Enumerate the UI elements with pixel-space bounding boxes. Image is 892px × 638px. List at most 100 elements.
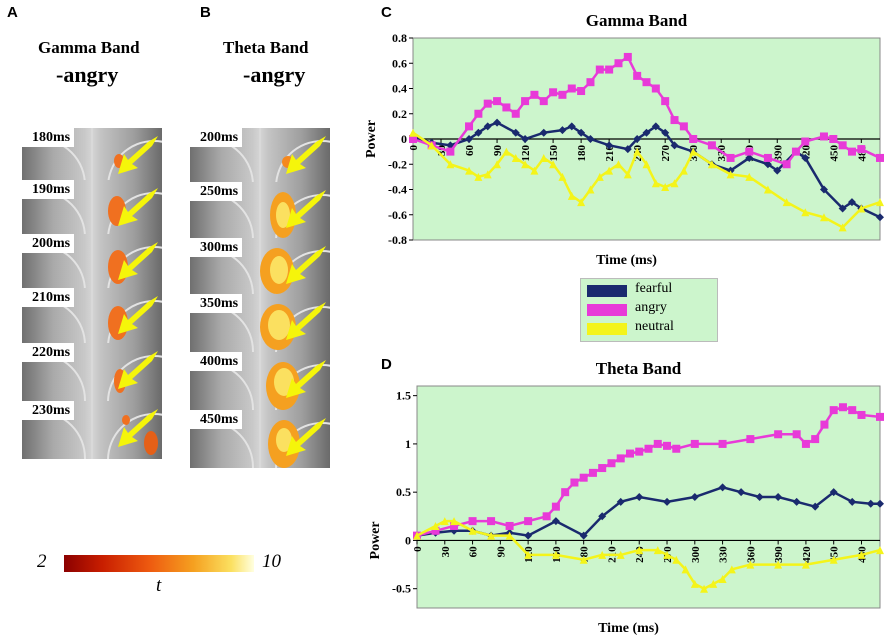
data-point [663, 441, 672, 450]
data-point [474, 109, 483, 118]
data-point [679, 122, 688, 131]
data-point [746, 435, 755, 444]
arrow-icon [286, 360, 326, 398]
data-point [801, 208, 810, 217]
data-point [483, 170, 492, 179]
data-point [487, 517, 496, 526]
data-point [635, 493, 644, 501]
data-point [670, 179, 679, 188]
data-point [670, 116, 679, 125]
data-point [829, 135, 838, 143]
data-point [679, 166, 688, 175]
data-point [598, 512, 607, 521]
data-point [829, 488, 838, 497]
data-point [745, 153, 754, 162]
slice-time-label: 250ms [190, 182, 243, 201]
slice-time-label: 350ms [190, 294, 243, 313]
brain-slice: 220ms [22, 343, 162, 401]
x-tick-label: 300 [690, 546, 702, 563]
data-point [847, 147, 856, 156]
series-neutral [409, 128, 884, 232]
data-point [876, 499, 884, 508]
legend: fearful angry neutral [580, 278, 718, 342]
data-point [690, 439, 699, 448]
data-point [511, 153, 520, 162]
data-point [745, 147, 754, 156]
data-point [446, 147, 455, 156]
series-line [412, 121, 881, 219]
data-point [524, 517, 533, 526]
data-point [431, 521, 440, 530]
data-point [838, 223, 847, 232]
legend-swatch-neutral [587, 323, 627, 335]
gamma-band-chart: Gamma Band0.80.60.40.20-0.2-0.4-0.6-0.80… [364, 11, 884, 268]
data-point [539, 128, 548, 137]
data-point [487, 531, 496, 540]
data-point [502, 103, 511, 112]
theta-band-chart: Theta Band1.510.50-0.5030609012015018021… [368, 359, 884, 635]
series-angry [409, 52, 884, 169]
data-point [614, 59, 623, 68]
series-line [416, 519, 881, 591]
data-point [595, 172, 604, 181]
data-point [689, 135, 698, 143]
data-point [567, 122, 576, 131]
x-tick-label: 330 [718, 546, 730, 563]
data-point [644, 444, 653, 453]
data-point [801, 439, 810, 448]
y-tick-label: 0.6 [392, 56, 407, 70]
y-tick-label: -0.2 [388, 157, 407, 171]
data-point [689, 147, 698, 156]
data-point [857, 145, 866, 154]
data-point [700, 584, 709, 593]
data-point [642, 128, 651, 137]
panel-a-title: Gamma Band [38, 38, 140, 57]
slice-time-label: 450ms [190, 410, 243, 429]
data-point [579, 531, 588, 540]
data-point [521, 160, 530, 169]
y-tick-label: 1.5 [396, 389, 411, 403]
x-tick-label: 0 [408, 145, 420, 151]
data-point [586, 135, 595, 143]
data-point [848, 497, 857, 506]
data-point [625, 449, 634, 458]
data-point [446, 160, 455, 169]
x-tick-label: 60 [464, 145, 476, 157]
data-point [792, 430, 801, 439]
data-point [586, 185, 595, 194]
x-tick-label: 90 [495, 546, 507, 558]
data-point [530, 90, 539, 99]
data-point [774, 493, 783, 501]
data-point [876, 198, 884, 207]
slice-time-label: 180ms [22, 128, 75, 147]
data-point [820, 420, 829, 429]
data-point [511, 109, 520, 118]
legend-label-angry: angry [635, 300, 667, 315]
data-point [588, 468, 597, 477]
y-tick-label: 0.4 [392, 82, 407, 96]
data-point [801, 560, 810, 569]
data-point [539, 97, 548, 106]
data-point [558, 172, 567, 181]
data-point [616, 497, 625, 506]
chart-title: Theta Band [596, 359, 682, 378]
data-point [690, 493, 699, 501]
data-point [876, 412, 884, 421]
data-point [773, 166, 782, 175]
data-point [598, 464, 607, 473]
data-point [651, 84, 660, 93]
data-point [774, 560, 783, 569]
y-tick-label: 0.2 [392, 107, 407, 121]
plot-area [416, 385, 881, 609]
data-point [681, 565, 690, 574]
series-line [412, 131, 881, 229]
data-point [521, 97, 530, 106]
data-point [468, 526, 477, 535]
data-point [586, 78, 595, 87]
data-point [440, 517, 449, 526]
data-point [493, 97, 502, 106]
arrow-icon [118, 242, 158, 280]
arrow-icon [118, 136, 158, 174]
arrow-icon [286, 246, 326, 284]
y-tick-label: -0.6 [388, 208, 407, 222]
